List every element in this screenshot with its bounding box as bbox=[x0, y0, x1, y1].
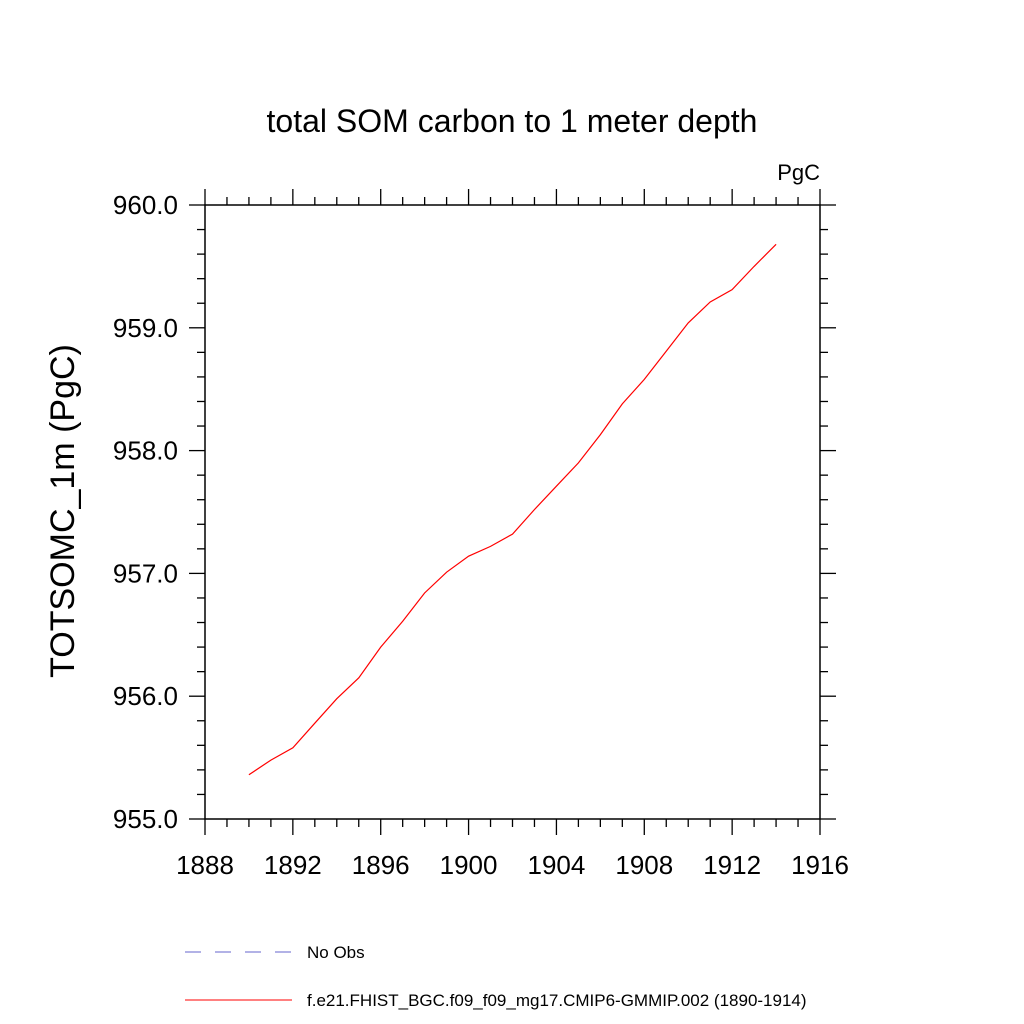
series-line bbox=[248, 243, 777, 776]
legend-label: No Obs bbox=[307, 943, 365, 962]
x-tick-label: 1892 bbox=[264, 850, 322, 880]
plot-frame bbox=[204, 204, 821, 820]
x-tick-label: 1896 bbox=[352, 850, 410, 880]
legend-label: f.e21.FHIST_BGC.f09_f09_mg17.CMIP6-GMMIP… bbox=[307, 991, 807, 1010]
y-tick-label: 959.0 bbox=[113, 313, 178, 343]
x-tick-label: 1912 bbox=[703, 850, 761, 880]
y-tick-label: 957.0 bbox=[113, 558, 178, 588]
series-group bbox=[248, 243, 777, 776]
x-tick-label: 1916 bbox=[791, 850, 849, 880]
x-tick-label: 1900 bbox=[440, 850, 498, 880]
y-tick-labels: 955.0 956.0 957.0 958.0 959.0 960.0 bbox=[113, 190, 178, 834]
y-axis-label: TOTSOMC_1m (PgC) bbox=[44, 344, 82, 678]
x-tick-label: 1888 bbox=[176, 850, 234, 880]
axis-ticks bbox=[189, 189, 836, 835]
x-tick-label: 1908 bbox=[615, 850, 673, 880]
chart-title: total SOM carbon to 1 meter depth bbox=[267, 103, 758, 139]
y-tick-label: 955.0 bbox=[113, 804, 178, 834]
legend: No Obs f.e21.FHIST_BGC.f09_f09_mg17.CMIP6… bbox=[185, 943, 807, 1010]
y-tick-label: 960.0 bbox=[113, 190, 178, 220]
units-label: PgC bbox=[777, 160, 820, 185]
y-tick-label: 958.0 bbox=[113, 436, 178, 466]
x-tick-labels: 1888 1892 1896 1900 1904 1908 1912 1916 bbox=[176, 850, 849, 880]
y-tick-label: 956.0 bbox=[113, 681, 178, 711]
x-tick-label: 1904 bbox=[528, 850, 586, 880]
